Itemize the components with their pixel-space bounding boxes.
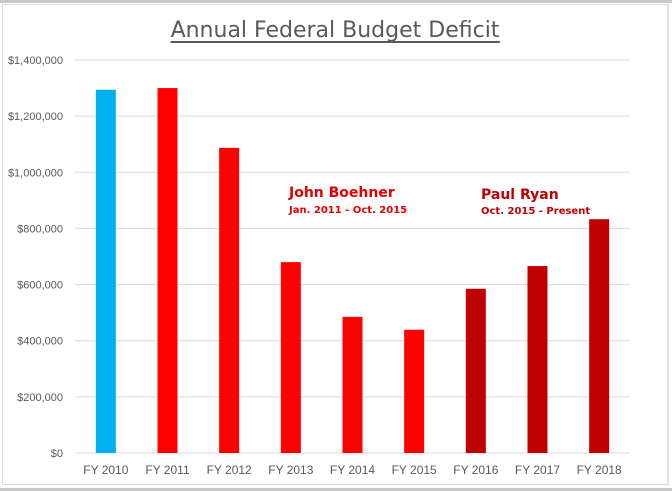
x-tick-label: FY 2016	[453, 463, 498, 477]
y-axis-ticks: $0 $200,000 $400,000 $600,000 $800,000 $1,000…	[8, 55, 63, 460]
x-tick-label: FY 2014	[330, 463, 375, 477]
x-tick-label: FY 2011	[145, 463, 190, 477]
y-tick-label: $400,000	[17, 336, 63, 348]
y-tick-label: $1,400,000	[8, 55, 63, 67]
bar-fy-2013	[280, 262, 301, 453]
annotations: John Boehner Jan. 2011 - Oct. 2015 Paul …	[288, 185, 590, 217]
x-tick-label: FY 2015	[392, 463, 437, 477]
y-tick-label: $200,000	[17, 392, 63, 404]
bar-fy-2014	[342, 316, 363, 453]
annotation-boehner-name: John Boehner	[288, 185, 395, 201]
bar-fy-2017	[527, 266, 548, 453]
bar-fy-2012	[219, 147, 240, 453]
y-tick-label: $600,000	[17, 280, 63, 292]
bar-fy-2011	[157, 88, 178, 454]
bars	[95, 88, 610, 454]
x-tick-label: FY 2010	[83, 463, 128, 477]
x-tick-label: FY 2013	[268, 463, 313, 477]
annotation-ryan-name: Paul Ryan	[481, 187, 559, 203]
x-axis-ticks: FY 2010 FY 2011 FY 2012 FY 2013 FY 2014 FY 20…	[83, 463, 622, 477]
annotation-ryan-period: Oct. 2015 - Present	[481, 206, 590, 217]
y-tick-label: $1,200,000	[8, 111, 63, 123]
bar-fy-2015	[404, 329, 425, 453]
y-tick-label: $0	[51, 448, 63, 460]
x-tick-label: FY 2017	[515, 463, 560, 477]
bar-fy-2010	[95, 89, 116, 454]
bar-fy-2018	[589, 219, 610, 453]
annotation-boehner-period: Jan. 2011 - Oct. 2015	[288, 205, 407, 216]
y-tick-label: $800,000	[17, 223, 63, 235]
x-tick-label: FY 2018	[577, 463, 622, 477]
y-tick-label: $1,000,000	[8, 167, 63, 179]
x-tick-label: FY 2012	[207, 463, 252, 477]
chart-title: Annual Federal Budget Deficit	[171, 18, 500, 43]
bar-fy-2016	[465, 288, 486, 453]
